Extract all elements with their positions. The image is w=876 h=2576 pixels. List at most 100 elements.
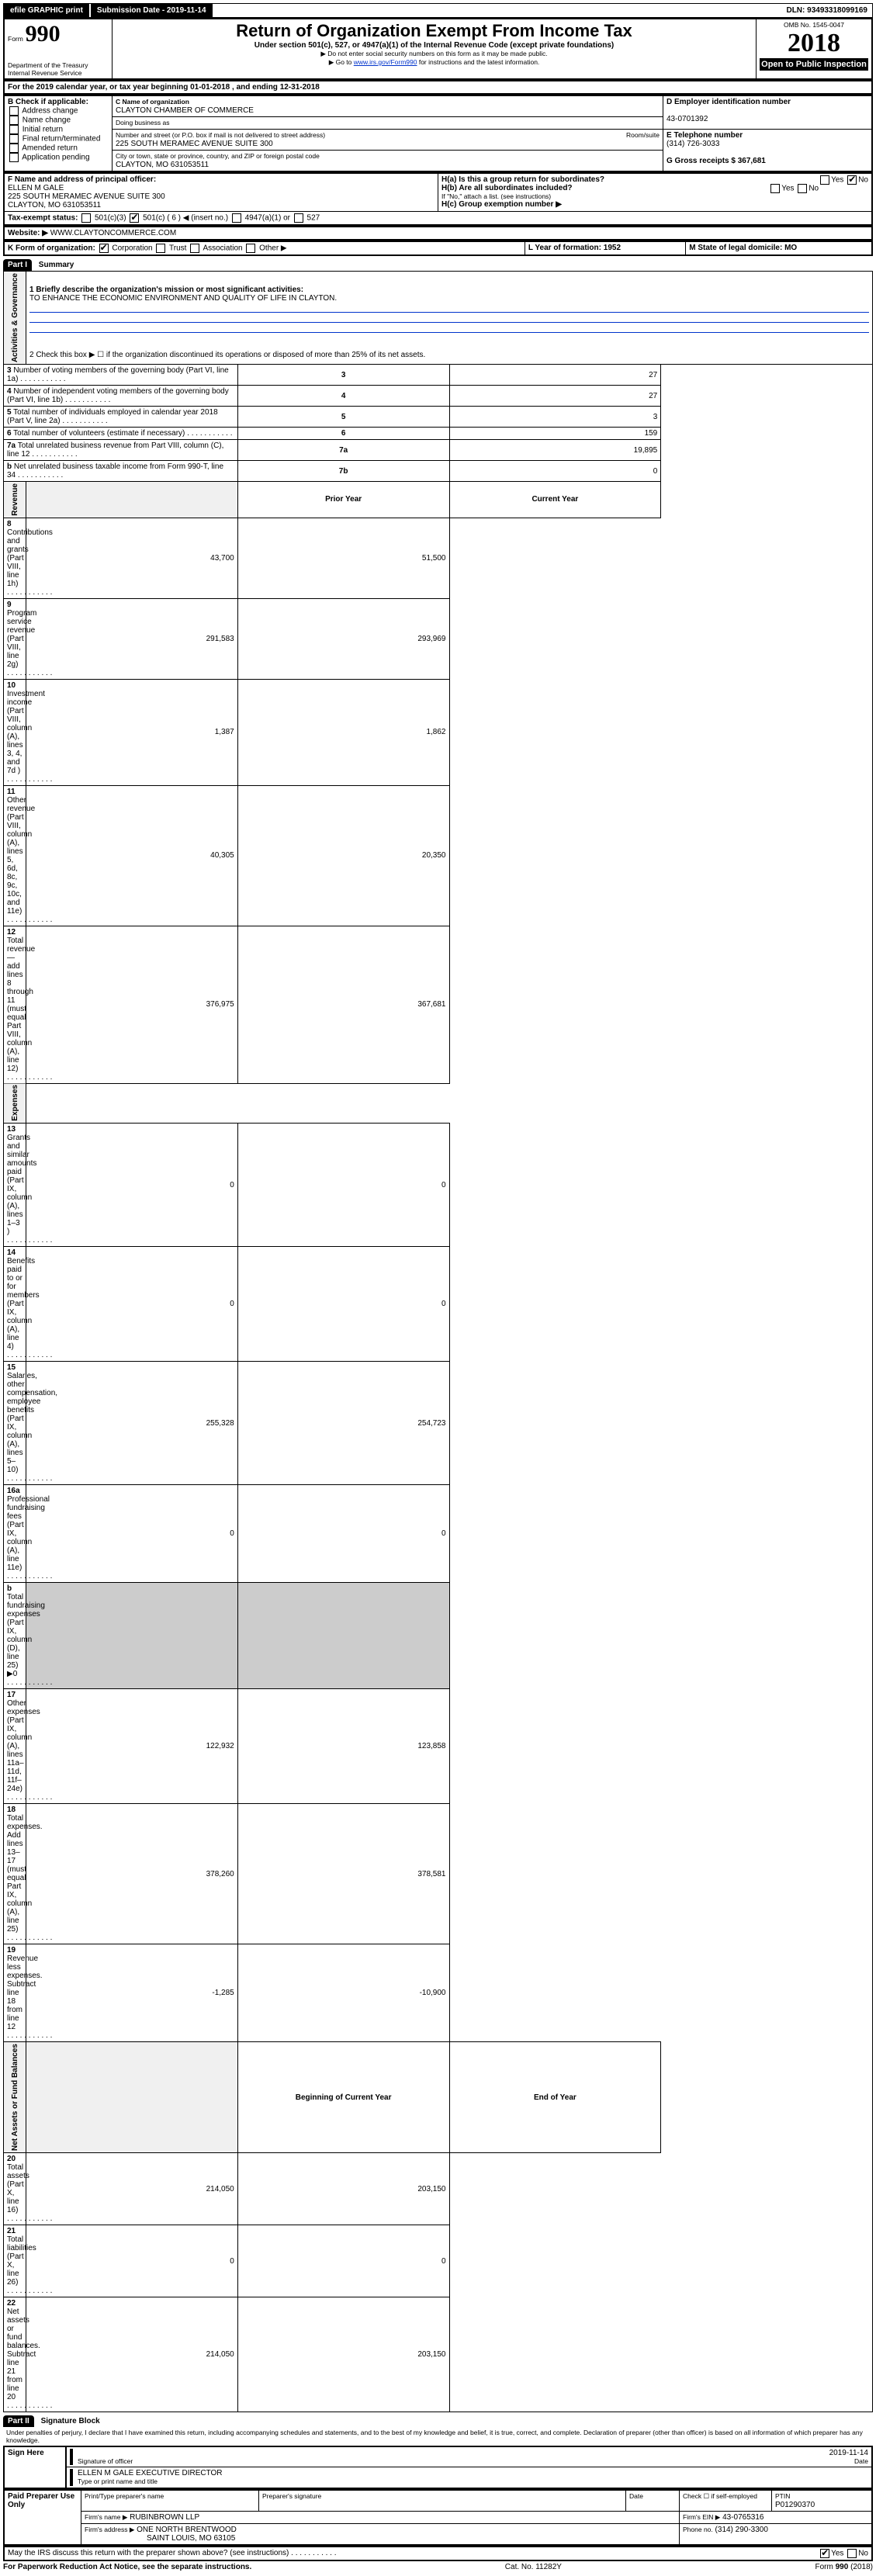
line-20: 20 Total assets (Part X, line 16) 214,05… [4,2153,873,2225]
org-city: CLAYTON, MO 631053511 [116,161,209,169]
line-14: 14 Benefits paid to or for members (Part… [4,1247,873,1362]
line-12: 12 Total revenue—add lines 8 through 11 … [4,926,873,1083]
cb-4947[interactable] [232,213,241,223]
cb-assoc[interactable] [190,244,199,253]
paid-prep-label: Paid Preparer Use Only [4,2490,81,2545]
line-3: 3 Number of voting members of the govern… [4,365,873,386]
hb-yes[interactable] [770,184,780,193]
boxb-opt[interactable] [9,153,19,162]
box-hb: H(b) Are all subordinates included? Yes … [441,184,868,192]
officer-print-name: ELLEN M GALE EXECUTIVE DIRECTOR [78,2469,223,2477]
line-6: 6 Total number of volunteers (estimate i… [4,428,873,440]
cb-501c3[interactable] [81,213,91,223]
discuss-yes[interactable] [820,2549,829,2558]
cb-501c[interactable] [130,213,139,223]
discuss-no[interactable] [847,2549,857,2558]
part1-header: Part I [3,259,32,271]
prep-date-hdr: Date [626,2490,680,2512]
box-d-label: D Employer identification number [667,98,791,106]
sig-date: 2019-11-14 [829,2449,868,2457]
city-label: City or town, state or province, country… [116,152,320,160]
section-governance: Activities & Governance [4,272,26,365]
line-11: 11 Other revenue (Part VIII, column (A),… [4,785,873,926]
box-g: G Gross receipts $ 367,681 [667,157,766,165]
firm-addr-label: Firm's address ▶ [85,2526,134,2533]
note-ssn: ▶ Do not enter social security numbers o… [116,50,753,58]
line-4: 4 Number of independent voting members o… [4,386,873,407]
section-revenue: Revenue [4,482,26,518]
room-label: Room/suite [626,131,660,139]
box-l: L Year of formation: 1952 [525,241,685,255]
boxb-opt[interactable] [9,134,19,144]
box-b: B Check if applicable: Address change Na… [4,95,113,171]
self-employed: Check ☐ if self-employed [680,2490,772,2512]
line2: 2 Check this box ▶ ☐ if the organization… [26,347,873,365]
line1-label: 1 Briefly describe the organization's mi… [29,286,303,294]
box-m: M State of legal domicile: MO [686,241,872,255]
telephone: (314) 726-3033 [667,140,719,148]
part1-title: Summary [34,261,74,269]
line1-value: TO ENHANCE THE ECONOMIC ENVIRONMENT AND … [29,294,337,303]
firm-addr1: ONE NORTH BRENTWOOD [137,2526,237,2534]
dba-label: Doing business as [116,119,169,126]
top-bar: efile GRAPHIC print Submission Date - 20… [3,3,873,18]
line-7a: 7a Total unrelated business revenue from… [4,440,873,461]
col-current: Current Year [449,482,661,518]
box-c-label: C Name of organization [116,98,189,106]
officer-name: ELLEN M GALE [8,184,64,192]
col-begin: Beginning of Current Year [237,2042,449,2153]
ha-no[interactable] [847,175,857,185]
line-13: 13 Grants and similar amounts paid (Part… [4,1124,873,1247]
line-19: 19 Revenue less expenses. Subtract line … [4,1944,873,2042]
form-label: Form [8,35,23,43]
box-e-label: E Telephone number [667,131,743,140]
boxb-opt[interactable] [9,144,19,153]
cb-527[interactable] [294,213,303,223]
form-subtitle: Under section 501(c), 527, or 4947(a)(1)… [116,41,753,50]
firm-phone-label: Phone no. [683,2526,713,2533]
hb-note: If "No," attach a list. (see instruction… [441,192,868,200]
officer-print-label: Type or print name and title [78,2477,158,2485]
line-16a: 16a Professional fundraising fees (Part … [4,1485,873,1583]
boxb-opt[interactable] [9,116,19,125]
line-15: 15 Salaries, other compensation, employe… [4,1362,873,1485]
ha-yes[interactable] [820,175,829,185]
hb-no[interactable] [798,184,807,193]
box-f-label: F Name and address of principal officer: [8,175,156,184]
addr-label: Number and street (or P.O. box if mail i… [116,131,325,139]
cb-other[interactable] [246,244,255,253]
tax-exempt-label: Tax-exempt status: [8,214,78,223]
website-label: Website: ▶ [8,229,48,237]
website-value: WWW.CLAYTONCOMMERCE.COM [50,229,176,237]
tax-year: 2018 [760,29,868,58]
line-8: 8 Contributions and grants (Part VIII, l… [4,518,873,598]
summary-table: Activities & Governance 1 Briefly descri… [3,271,873,2412]
ptin-label: PTIN [775,2492,790,2500]
boxb-opt[interactable] [9,106,19,116]
form-number: 990 [26,21,61,47]
officer-addr2: CLAYTON, MO 631053511 [8,201,101,209]
part2-header: Part II [3,2415,34,2427]
box-hc: H(c) Group exemption number ▶ [441,200,868,209]
form-title: Return of Organization Exempt From Incom… [116,21,753,41]
firm-name-label: Firm's name ▶ [85,2513,127,2521]
prep-sig-hdr: Preparer's signature [259,2490,626,2512]
omb-number: OMB No. 1545-0047 [760,21,868,29]
col-prior: Prior Year [237,482,449,518]
cb-corp[interactable] [99,244,109,253]
section-net: Net Assets or Fund Balances [4,2042,26,2153]
dln-label: DLN: 93493318099169 [781,6,872,15]
efile-button[interactable]: efile GRAPHIC print [4,4,89,17]
irs-link[interactable]: www.irs.gov/Form990 [354,58,417,66]
submission-date: Submission Date - 2019-11-14 [91,4,213,17]
box-k-label: K Form of organization: [8,244,95,253]
cb-trust[interactable] [156,244,165,253]
line-5: 5 Total number of individuals employed i… [4,407,873,428]
firm-name: RUBINBROWN LLP [130,2513,199,2522]
boxb-opt[interactable] [9,125,19,134]
paperwork-notice: For Paperwork Reduction Act Notice, see … [3,2563,251,2571]
org-address: 225 SOUTH MERAMEC AVENUE SUITE 300 [116,140,273,148]
line-21: 21 Total liabilities (Part X, line 26) 0… [4,2225,873,2297]
sig-date-label: Date [854,2457,868,2465]
line-b: b Total fundraising expenses (Part IX, c… [4,1583,873,1689]
